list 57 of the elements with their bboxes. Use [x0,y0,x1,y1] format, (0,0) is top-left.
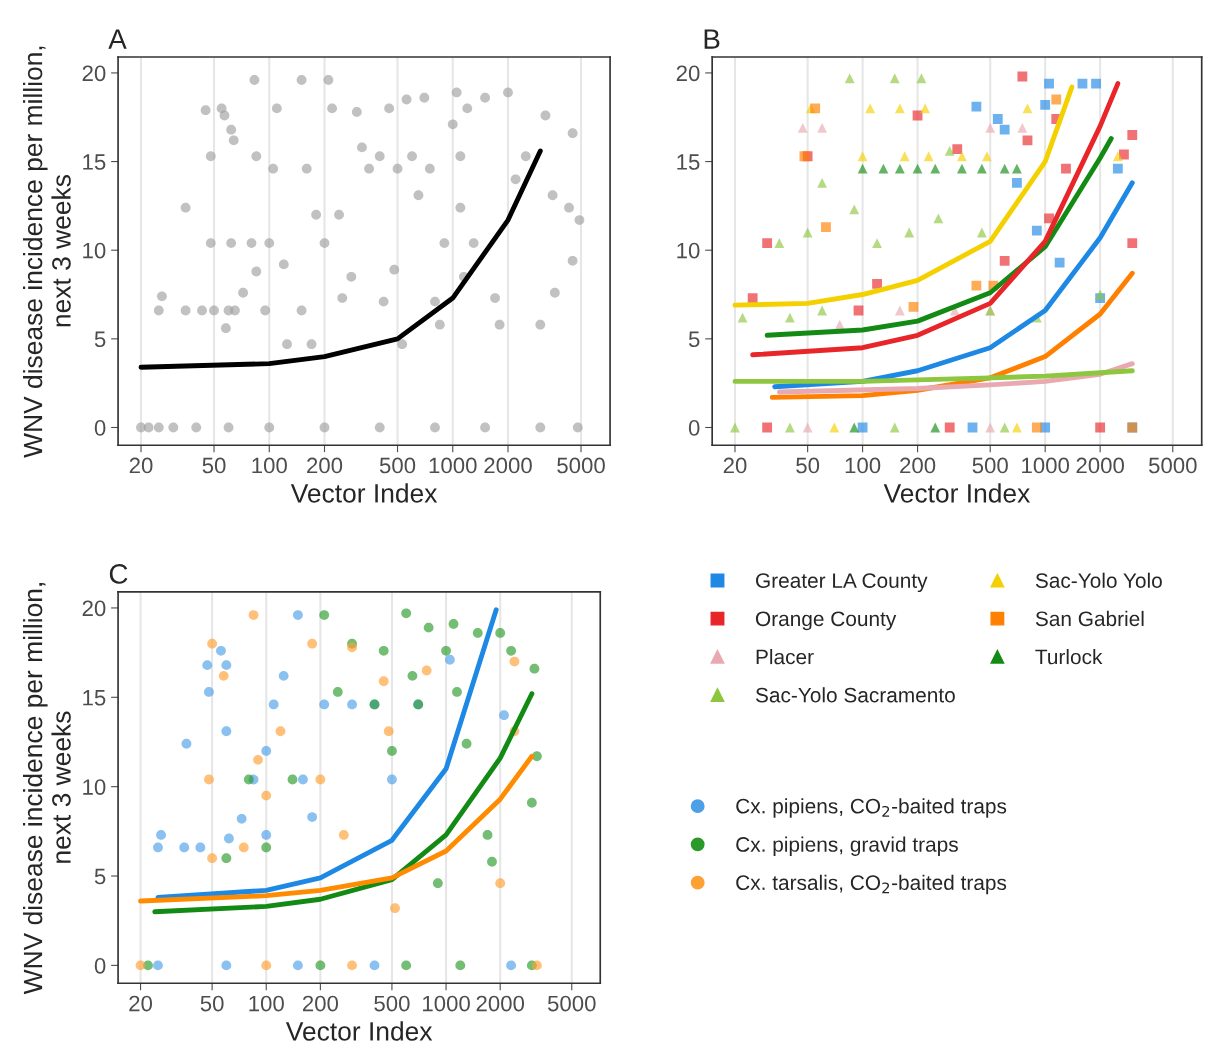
x-tick-label: 200 [302,995,339,1012]
legend-label: Sac-Yolo Yolo [1035,572,1162,588]
x-tick-label: 20 [129,457,153,474]
y-tick-label: 20 [82,65,106,82]
y-tick-label: 10 [677,242,700,259]
x-tick-label: 50 [202,457,226,474]
x-axis-title: Vector Index [883,483,1031,503]
legend-label: Orange County [755,611,897,631]
x-tick-label: 5000 [1148,457,1197,474]
x-tick-label: 50 [200,995,224,1012]
y-tick-label: 20 [676,65,700,82]
x-tick-label: 2000 [1076,457,1124,474]
y-tick-label: 5 [94,868,106,885]
legend-label: Cx. tarsalis, CO$_{2}$-baited traps [736,874,1007,895]
x-axis-title: Vector Index [285,1021,433,1041]
x-tick-label: 1000 [1022,457,1070,474]
x-tick-label: 5000 [547,995,596,1012]
y-tick-label: 15 [83,154,106,170]
legend-label: Turlock [1035,649,1103,665]
legend-label: Greater LA County [756,573,928,593]
legend-label: San Gabriel [1035,610,1144,627]
x-tick-label: 500 [379,457,416,474]
legend-label: Cx. pipiens, CO$_{2}$-baited traps [736,798,1007,818]
y-tick-label: 5 [688,331,700,348]
x-tick-label: 20 [129,995,153,1012]
x-tick-label: 1000 [429,457,477,474]
legend-label: Cx. pipiens, gravid traps [736,836,958,856]
y-tick-label: 15 [83,690,106,706]
y-tick-label: 5 [94,331,106,348]
legend-label: Sac-Yolo Sacramento [755,687,955,703]
chart-title: A [108,29,127,49]
y-axis-title: WNV disease incidence per million, next 3 weeks [22,583,71,995]
x-tick-label: 100 [249,995,284,1012]
y-tick-label: 10 [83,779,106,795]
x-tick-label: 500 [972,457,1008,474]
x-tick-label: 100 [845,457,881,474]
y-tick-label: 15 [677,154,700,170]
y-tick-label: 20 [82,600,106,617]
chart-title: B [704,29,720,49]
y-tick-label: 0 [688,420,700,436]
x-tick-label: 100 [252,457,287,474]
chart-title: C [109,564,128,584]
x-tick-label: 200 [307,457,343,474]
y-tick-label: 10 [83,242,106,259]
x-tick-label: 20 [723,457,747,474]
y-tick-label: 0 [94,957,106,974]
x-tick-label: 50 [796,457,820,474]
x-tick-label: 5000 [557,457,605,474]
y-tick-label: 0 [94,420,106,436]
x-tick-label: 500 [374,995,410,1012]
x-axis-title: Vector Index [290,483,438,503]
x-tick-label: 2000 [484,457,532,474]
legend-label: Placer [756,649,814,665]
y-axis-title: WNV disease incidence per million, next 3 weeks [22,46,71,458]
x-tick-label: 200 [900,457,936,474]
x-tick-label: 1000 [423,995,470,1012]
x-tick-label: 2000 [476,995,525,1012]
